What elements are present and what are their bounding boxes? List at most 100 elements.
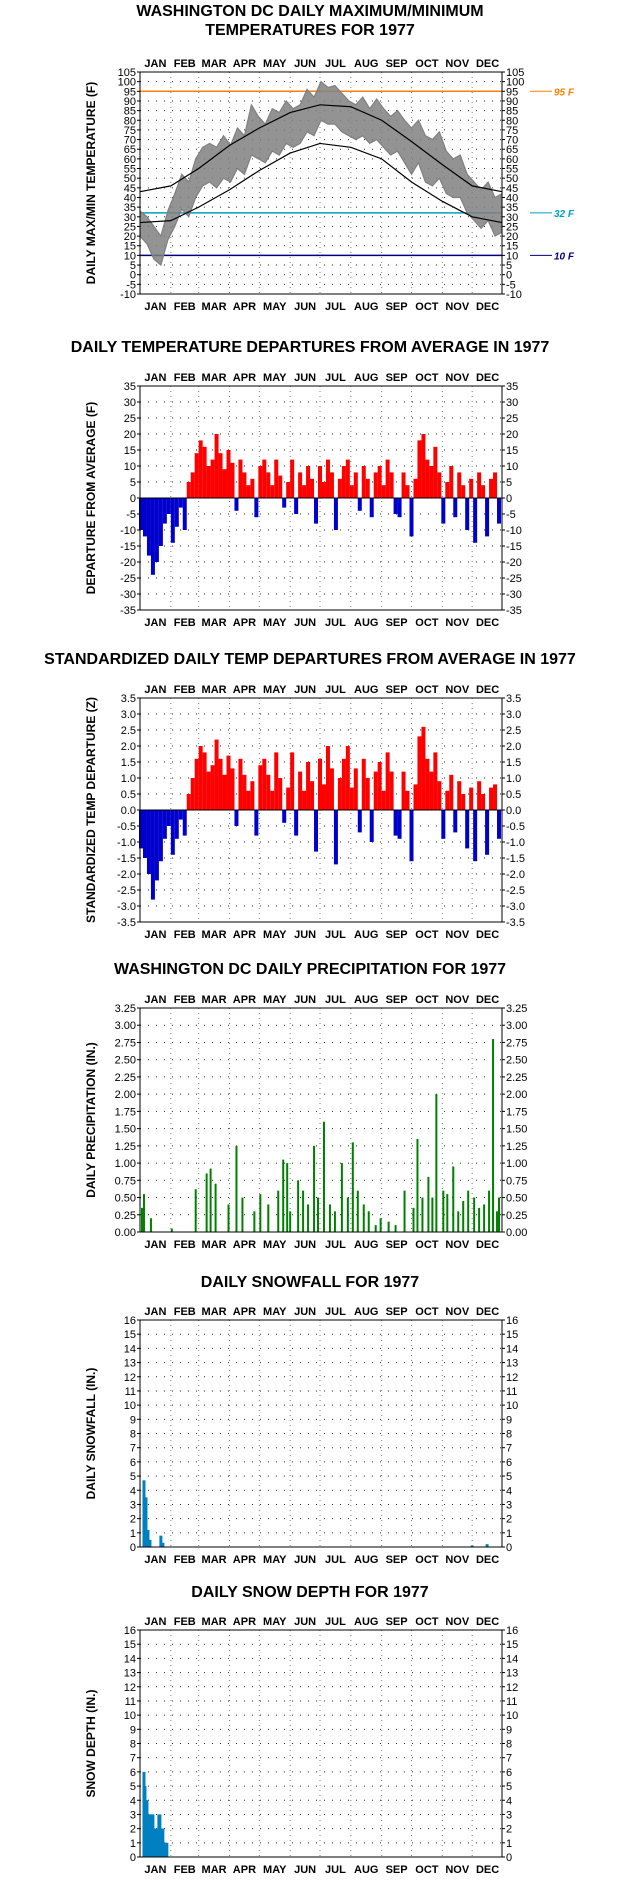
y-tick-label-right: 13 <box>506 1358 518 1370</box>
y-tick-label-right: 0 <box>506 493 512 505</box>
y-axis-label: DEPARTURE FROM AVERAGE (F) <box>84 402 98 594</box>
bar <box>259 1194 262 1232</box>
y-tick-label-right: -5 <box>506 509 516 521</box>
y-tick-label-right: 3.0 <box>506 709 521 721</box>
y-tick-label-right: 10 <box>506 1400 518 1412</box>
bar <box>394 1225 397 1232</box>
chart-title-departure: DAILY TEMPERATURE DEPARTURES FROM AVERAG… <box>70 339 550 356</box>
month-label-top: MAR <box>202 684 227 696</box>
y-tick-label-left: -3.0 <box>117 901 136 913</box>
plot-frame <box>139 71 503 295</box>
y-tick-label-right: 7 <box>506 1443 512 1455</box>
bar <box>369 498 374 518</box>
bar <box>306 762 311 810</box>
bar <box>425 758 430 810</box>
y-tick-label-left: 6 <box>130 1457 136 1469</box>
bar <box>381 485 386 498</box>
month-label-top: MAR <box>202 994 227 1006</box>
month-label-top: JUL <box>325 684 346 696</box>
bar <box>214 739 219 810</box>
bar <box>362 1204 365 1232</box>
y-tick-label-left: 0 <box>130 1852 136 1864</box>
y-tick-label-right: 15 <box>506 445 518 457</box>
month-label-top: DEC <box>476 372 499 384</box>
bar <box>485 810 490 855</box>
y-tick-label-left: 11 <box>125 1386 136 1398</box>
chart-departure: -35 -35 -30 -30 -25 -25 -20 -20 -15 -15 -10 -10 -5 -5… <box>84 372 522 629</box>
y-tick-label-left: 15 <box>124 445 136 457</box>
bar <box>397 498 402 518</box>
y-tick-label-right: 8 <box>506 1429 512 1441</box>
bar <box>258 466 263 498</box>
bar <box>385 459 390 498</box>
y-tick-label-right: -20 <box>506 557 522 569</box>
month-label-bottom: FEB <box>174 1864 196 1876</box>
bar <box>381 790 386 810</box>
bar <box>294 498 299 514</box>
bar <box>385 752 390 810</box>
bar <box>266 472 271 498</box>
y-tick-label-left: 15 <box>124 1639 136 1651</box>
y-tick-label-left: 85 <box>124 106 136 118</box>
bar <box>449 466 454 498</box>
bar <box>314 810 319 852</box>
y-tick-label-right: 5 <box>506 477 512 489</box>
bar <box>393 810 398 836</box>
month-label-top: MAY <box>263 58 287 70</box>
month-label-top: SEP <box>386 684 408 696</box>
month-label-bottom: APR <box>233 929 256 941</box>
bar <box>361 466 366 498</box>
bar <box>242 472 247 498</box>
y-tick-label-right: 15 <box>506 241 518 253</box>
bar <box>345 459 350 498</box>
bar <box>457 1211 460 1232</box>
y-axis-label: SNOW DEPTH (IN.) <box>84 1690 98 1798</box>
month-label-bottom: MAR <box>202 1239 227 1251</box>
y-tick-label-left: 90 <box>124 96 136 108</box>
month-label-top: DEC <box>476 58 499 70</box>
y-tick-label-left: 5 <box>130 477 136 489</box>
bar <box>222 469 227 498</box>
bar <box>462 1200 465 1232</box>
month-label-top: OCT <box>415 58 439 70</box>
month-label-bottom: SEP <box>386 1239 408 1251</box>
bar <box>210 765 215 810</box>
y-tick-label-right: 11 <box>506 1386 517 1398</box>
y-tick-label-right: 2 <box>506 1514 512 1526</box>
bar <box>214 1183 217 1232</box>
bar <box>138 810 143 849</box>
bar <box>190 778 195 810</box>
y-tick-label-right: 14 <box>506 1343 518 1355</box>
y-tick-label-left: 16 <box>124 1625 136 1637</box>
bar <box>159 1535 163 1547</box>
y-tick-label-left: -15 <box>120 541 136 553</box>
bar <box>148 1539 152 1547</box>
month-label-bottom: FEB <box>174 617 196 629</box>
y-tick-label-right: 30 <box>506 397 518 409</box>
month-label-top: NOV <box>445 1616 470 1628</box>
bar <box>421 1197 424 1232</box>
chart-panel-departure: DAILY TEMPERATURE DEPARTURES FROM AVERAG… <box>0 330 620 630</box>
month-label-bottom: SEP <box>386 617 408 629</box>
bar <box>146 498 151 556</box>
ref-line-label: 10 F <box>554 251 575 262</box>
month-label-top: FEB <box>174 994 196 1006</box>
chart-panel-precipitation: WASHINGTON DC DAILY PRECIPITATION FOR 19… <box>0 952 620 1252</box>
month-label-top: MAY <box>263 1616 287 1628</box>
month-label-top: OCT <box>415 1306 439 1318</box>
month-label-top: MAY <box>263 1306 287 1318</box>
month-label-top: AUG <box>354 1616 378 1628</box>
month-label-bottom: APR <box>233 617 256 629</box>
month-label-bottom: NOV <box>445 929 470 941</box>
bar <box>485 1544 489 1547</box>
y-tick-label-left: 75 <box>124 125 136 137</box>
y-tick-label-left: 13 <box>124 1358 136 1370</box>
bar <box>445 482 450 498</box>
bar <box>306 466 311 498</box>
bar <box>373 472 378 498</box>
bar <box>165 1842 169 1857</box>
bar <box>393 498 398 514</box>
month-label-top: AUG <box>354 58 378 70</box>
month-label-bottom: OCT <box>415 929 439 941</box>
